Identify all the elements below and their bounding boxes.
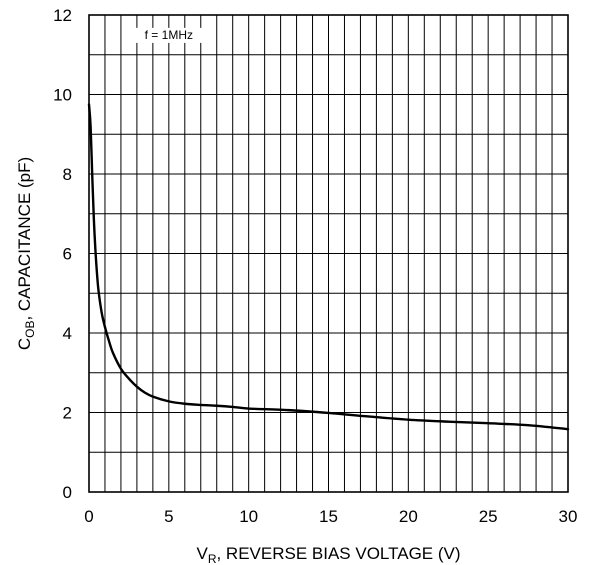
x-tick-label: 10 [239,507,258,526]
y-axis-label-rest: , CAPACITANCE (pF) [15,157,34,321]
y-axis-label-main: C [15,338,34,350]
x-tick-label: 25 [479,507,498,526]
y-axis-label: COB, CAPACITANCE (pF) [15,157,37,350]
series-line [87,103,570,431]
x-axis-label-sub: R [208,552,217,565]
y-axis-label-sub: OB [23,321,37,338]
annotation-frequency: f = 1MHz [145,28,193,42]
y-tick-label: 8 [63,165,72,184]
x-tick-label: 5 [164,507,173,526]
y-tick-label: 12 [53,6,72,25]
annotation-background [132,27,205,43]
x-tick-label: 0 [84,507,93,526]
y-tick-labels: 0 2 4 6 8 10 12 [53,6,72,502]
y-tick-label: 4 [63,324,72,343]
y-tick-label: 0 [63,483,72,502]
x-tick-label: 15 [319,507,338,526]
grid [89,15,568,492]
y-tick-label: 10 [53,86,72,105]
plot-border [88,14,569,493]
y-tick-label: 6 [63,245,72,264]
x-axis-label: VR, REVERSE BIAS VOLTAGE (V) [196,544,460,565]
x-tick-label: 30 [559,507,578,526]
x-axis-label-main: V [196,544,208,563]
x-tick-labels: 0 5 10 15 20 25 30 [84,507,577,526]
x-tick-label: 20 [399,507,418,526]
y-tick-label: 2 [63,404,72,423]
x-axis-label-rest: , REVERSE BIAS VOLTAGE (V) [216,544,460,563]
